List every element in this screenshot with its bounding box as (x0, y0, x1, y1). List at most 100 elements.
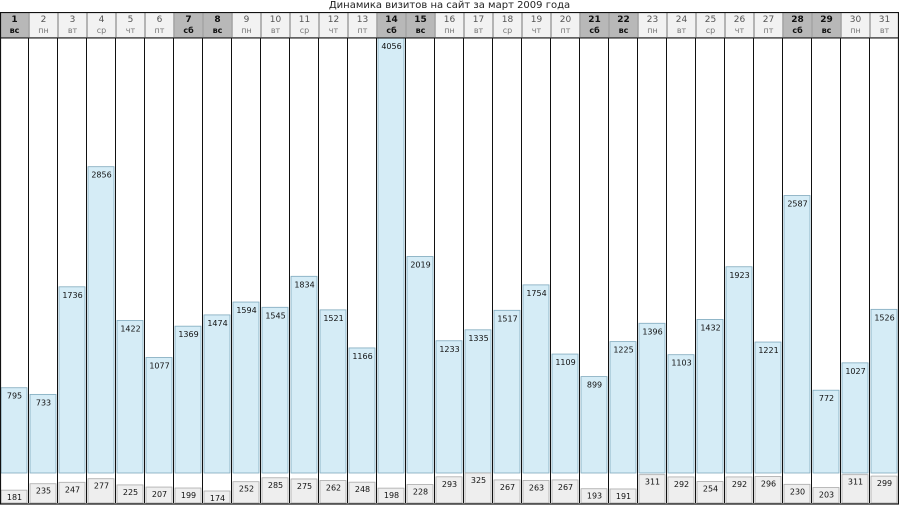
bar-value-label: 1754 (526, 289, 546, 298)
bar-value-label: 2019 (410, 260, 430, 269)
bar (580, 376, 608, 474)
sub-value-label: 248 (355, 485, 370, 494)
sub-bar (174, 487, 202, 504)
day-label: 2 (41, 15, 47, 25)
sub-bar (841, 474, 869, 504)
day-label: 16 (444, 15, 456, 25)
sub-value-label: 311 (645, 478, 660, 487)
bar (87, 166, 115, 474)
sub-value-label: 263 (529, 483, 544, 492)
day-label: 21 (588, 15, 601, 25)
sub-bar (58, 481, 86, 504)
weekday-label: пн (647, 26, 657, 35)
weekday-label: пн (241, 26, 251, 35)
weekday-label: вт (880, 26, 890, 35)
bar-value-label: 2587 (787, 200, 807, 209)
bar (58, 286, 86, 474)
header-cell (0, 12, 29, 38)
header-cell (232, 12, 261, 38)
weekday-label: пн (444, 26, 454, 35)
day-label: 5 (128, 15, 134, 25)
day-label: 28 (791, 15, 804, 25)
bar (754, 341, 782, 474)
weekday-label: вс (619, 26, 629, 35)
bar (551, 353, 579, 474)
weekday-label: пт (764, 26, 774, 35)
sub-bar (609, 488, 637, 504)
sub-bar (725, 476, 753, 504)
bar-value-label: 899 (587, 381, 602, 390)
sub-value-label: 299 (877, 479, 892, 488)
sub-value-label: 267 (500, 483, 515, 492)
sub-value-label: 311 (848, 478, 863, 487)
sub-value-label: 296 (761, 479, 776, 488)
bar-value-label: 1422 (120, 324, 140, 333)
bar (232, 301, 260, 474)
bar (377, 37, 405, 474)
weekday-label: ср (706, 26, 715, 35)
day-label: 7 (185, 15, 191, 25)
header-cell (725, 12, 754, 38)
weekday-label: чт (735, 26, 745, 35)
day-label: 10 (270, 15, 282, 25)
bar (319, 309, 347, 474)
header-cell (116, 12, 145, 38)
bar (116, 320, 144, 474)
bar-value-label: 1369 (178, 330, 198, 339)
day-label: 18 (502, 15, 514, 25)
day-label: 8 (214, 15, 220, 25)
bar (638, 322, 666, 474)
bar (261, 306, 289, 474)
sub-bar (580, 488, 608, 504)
day-label: 31 (879, 15, 890, 25)
bar (870, 308, 898, 474)
weekday-label: сб (183, 25, 194, 35)
sub-value-label: 207 (152, 490, 167, 499)
sub-bar (116, 484, 144, 504)
bar-value-label: 1594 (236, 306, 256, 315)
bar-value-label: 2856 (91, 171, 111, 180)
sub-value-label: 198 (384, 491, 399, 500)
bar (725, 266, 753, 474)
sub-value-label: 325 (471, 476, 486, 485)
bar-value-label: 1736 (62, 291, 82, 300)
bar (783, 195, 811, 474)
day-label: 29 (820, 15, 833, 25)
bar-value-label: 1432 (700, 323, 720, 332)
sub-value-label: 174 (210, 494, 225, 503)
weekday-label: ср (300, 26, 309, 35)
bar-value-label: 1396 (642, 327, 662, 336)
sub-value-label: 277 (94, 482, 109, 491)
bar (0, 387, 28, 474)
header-cell (754, 12, 783, 38)
bar-value-label: 1103 (671, 359, 691, 368)
bar (29, 393, 57, 474)
day-label: 19 (531, 15, 543, 25)
weekday-label: пт (155, 26, 165, 35)
sub-bar (551, 479, 579, 504)
header-cell (696, 12, 725, 38)
day-label: 11 (299, 15, 310, 25)
bar (145, 357, 173, 474)
bar-value-label: 4056 (381, 42, 401, 51)
sub-bar (406, 484, 434, 504)
bar-value-label: 1077 (149, 361, 169, 370)
sub-value-label: 267 (558, 483, 573, 492)
bar (812, 389, 840, 474)
weekday-label: чт (532, 26, 542, 35)
bar (493, 309, 521, 474)
bar-value-label: 1545 (265, 311, 285, 320)
weekday-label: пн (850, 26, 860, 35)
sub-bar (377, 487, 405, 504)
header-cell (377, 12, 406, 38)
sub-value-label: 252 (239, 485, 254, 494)
bar (667, 354, 695, 474)
bar (696, 319, 724, 474)
sub-bar (145, 486, 173, 504)
sub-bar (870, 475, 898, 504)
sub-value-label: 181 (7, 493, 22, 502)
bar (174, 325, 202, 474)
sub-value-label: 285 (268, 481, 283, 490)
day-label: 1 (11, 15, 17, 25)
bar-value-label: 772 (819, 394, 834, 403)
